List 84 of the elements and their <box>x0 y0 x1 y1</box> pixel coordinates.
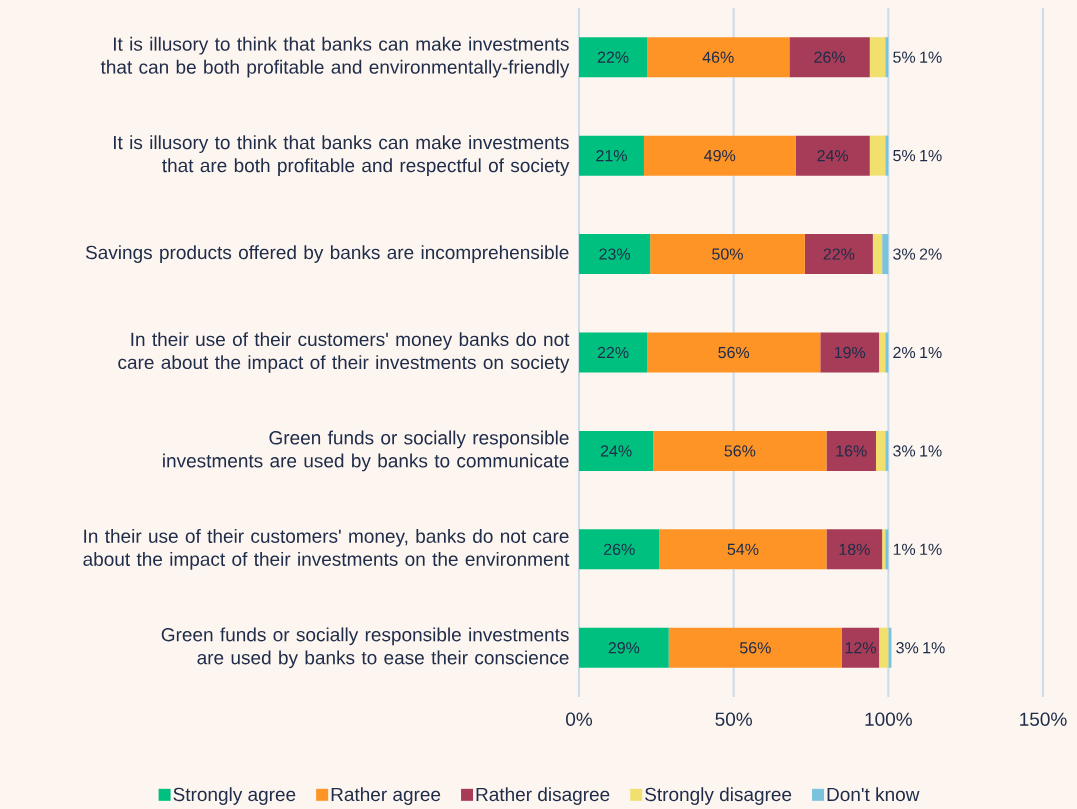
bar <box>875 430 886 471</box>
bar <box>643 135 796 176</box>
bar <box>579 627 669 668</box>
data-label: 46% <box>702 51 734 63</box>
data-label: 49% <box>704 149 736 162</box>
bar <box>647 37 790 78</box>
bar <box>804 234 873 275</box>
data-label: 2% <box>893 346 916 359</box>
data-label: 3% <box>896 642 919 654</box>
data-label: 1% <box>920 445 942 457</box>
bar <box>653 430 827 471</box>
x-tick-label: 150% <box>1020 712 1067 726</box>
bar <box>795 135 870 176</box>
bar <box>659 529 827 570</box>
bar <box>820 332 880 373</box>
bar <box>579 430 654 471</box>
data-label: 3% <box>893 445 916 457</box>
y-tick-label: Savings products offered by banks are incomprehensible <box>85 245 569 263</box>
data-label: 54% <box>727 543 759 555</box>
legend-label: Strongly agree <box>173 787 296 805</box>
bar <box>888 627 892 668</box>
data-label: 2% <box>919 248 942 260</box>
bar <box>885 135 889 176</box>
bar <box>668 627 842 668</box>
y-tick-label: Green funds or socially responsible investments are used by banks to communicate <box>163 430 569 472</box>
bar <box>579 37 648 78</box>
bar <box>879 332 886 373</box>
bar <box>885 332 889 373</box>
legend-label: Strongly disagree <box>645 787 792 805</box>
data-label: 56% <box>718 346 750 359</box>
data-label: 21% <box>596 149 627 162</box>
bar <box>872 234 883 275</box>
y-tick-label: In their use of their customers' money, banks do not care about the impact of their investments on the environment <box>83 529 570 570</box>
data-label: 26% <box>814 51 846 63</box>
bar <box>841 627 880 668</box>
x-tick-label: 100% <box>865 712 912 726</box>
bar <box>650 234 805 275</box>
legend-label: Rather disagree <box>476 787 610 805</box>
data-label: 1% <box>920 543 942 555</box>
data-label: 56% <box>724 445 756 457</box>
legend-label: Rather agree <box>331 787 441 805</box>
y-tick-label: It is illusory to think that banks can make investments that can be both profitable and environmentally-friendly <box>100 36 570 78</box>
data-label: 5% <box>893 149 916 162</box>
bar <box>885 37 889 78</box>
bar <box>826 529 883 570</box>
y-tick-label: In their use of their customers' money banks do not care about the impact of their investments on society <box>118 332 570 373</box>
data-label: 22% <box>823 248 855 260</box>
data-label: 18% <box>839 543 870 555</box>
bar <box>869 37 886 78</box>
legend-label: Don't know <box>827 787 920 802</box>
data-label: 26% <box>604 543 635 555</box>
bar <box>882 234 889 275</box>
bar <box>869 135 886 176</box>
data-label: 1% <box>920 346 942 359</box>
data-label: 16% <box>836 445 867 457</box>
data-label: 56% <box>739 642 771 654</box>
bar <box>579 234 651 275</box>
x-tick-label: 50% <box>715 712 752 726</box>
bar <box>885 430 889 471</box>
data-label: 12% <box>845 642 876 654</box>
bar <box>647 332 821 373</box>
data-label: 1% <box>893 543 916 555</box>
bar <box>579 529 660 570</box>
data-label: 3% <box>893 248 916 260</box>
data-label: 1% <box>920 150 942 162</box>
data-label: 24% <box>817 149 849 162</box>
y-tick-label: It is illusory to think that banks can make investments that are both profitable and respectful of society <box>113 135 570 176</box>
data-label: 23% <box>599 248 631 260</box>
data-label: 5% <box>893 51 916 63</box>
data-label: 1% <box>920 51 942 63</box>
data-label: 24% <box>600 445 632 457</box>
data-label: 22% <box>597 346 629 359</box>
data-label: 1% <box>923 642 945 654</box>
data-label: 19% <box>834 346 866 359</box>
data-label: 50% <box>712 248 743 260</box>
data-label: 29% <box>608 642 640 654</box>
bar <box>826 430 876 471</box>
data-label: 22% <box>597 51 629 63</box>
bar <box>789 37 870 78</box>
bar <box>879 627 889 668</box>
y-tick-label: Green funds or socially responsible investments are used by banks to ease their conscience <box>161 627 569 669</box>
bar <box>579 332 648 373</box>
x-tick-label: 0% <box>566 712 593 726</box>
bar <box>579 135 644 176</box>
